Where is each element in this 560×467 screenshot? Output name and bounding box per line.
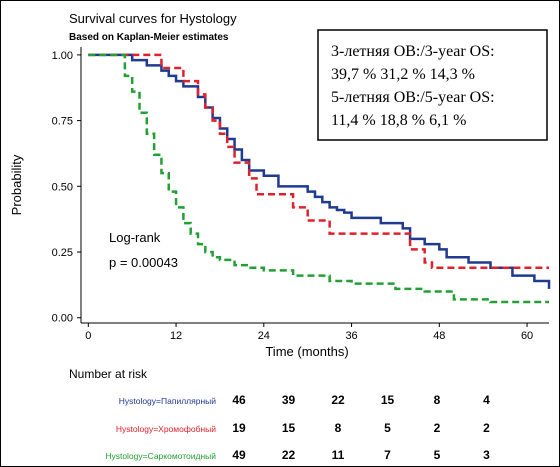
survival-curve-1 — [88, 53, 551, 289]
x-tick-label: 36 — [345, 330, 357, 342]
risk-count: 22 — [331, 393, 345, 407]
risk-count: 39 — [282, 393, 296, 407]
y-tick-label: 1.00 — [52, 50, 73, 62]
risk-table: Hystology=Папиллярный 46 39 22 15 8 4Hystology… — [105, 393, 490, 462]
axes: 0.00 0.25 0.50 0.75 1.00 0 12 24 36 48 60 — [52, 47, 549, 342]
x-tick-label: 60 — [521, 330, 533, 342]
risk-table-title: Number at risk — [69, 367, 148, 381]
risk-count: 2 — [434, 421, 441, 435]
y-tick-label: 0.00 — [52, 313, 73, 325]
risk-count: 11 — [332, 448, 345, 462]
risk-row-label: Hystology=Хромофобный — [116, 424, 216, 434]
risk-count: 22 — [282, 448, 296, 462]
os-line-3: 5-летняя ОВ:/5-year OS: — [331, 89, 495, 106]
y-tick-label: 0.50 — [52, 181, 73, 193]
risk-count: 2 — [483, 421, 490, 435]
logrank-label: Log-rank — [109, 230, 161, 245]
chart-title: Survival curves for Hystology — [69, 11, 237, 26]
risk-count: 15 — [282, 421, 296, 435]
y-tick-label: 0.25 — [52, 247, 73, 259]
x-tick-label: 0 — [85, 330, 91, 342]
risk-count: 7 — [384, 448, 391, 462]
y-tick-label: 0.75 — [52, 116, 73, 128]
y-axis-label: Probability — [9, 154, 24, 215]
survival-curve-3 — [88, 53, 549, 304]
os-box — [317, 29, 548, 141]
os-line-1: 3-летняя ОВ:/3-year OS: — [331, 43, 495, 60]
x-tick-label: 12 — [170, 330, 182, 342]
risk-count: 8 — [335, 421, 342, 435]
x-tick-label: 48 — [433, 330, 445, 342]
os-line-2: 39,7 % 31,2 % 14,3 % — [331, 66, 475, 83]
risk-count: 4 — [483, 393, 490, 407]
risk-count: 8 — [434, 393, 441, 407]
chart-subtitle: Based on Kaplan-Meier estimates — [69, 32, 229, 43]
x-tick-label: 24 — [258, 330, 270, 342]
risk-count: 3 — [483, 448, 490, 462]
risk-count: 15 — [381, 393, 395, 407]
x-axis-label: Time (months) — [265, 344, 348, 359]
risk-count: 5 — [384, 421, 391, 435]
risk-row-label: Hystology=Папиллярный — [119, 396, 217, 406]
survival-curve-2 — [88, 53, 549, 270]
risk-count: 5 — [434, 448, 441, 462]
os-line-4: 11,4 % 18,8 % 6,1 % — [331, 112, 466, 129]
risk-count: 49 — [232, 448, 246, 462]
curves — [88, 53, 551, 304]
risk-row-label: Hystology=Саркомотоидный — [105, 451, 216, 461]
risk-count: 46 — [232, 393, 246, 407]
risk-count: 19 — [232, 421, 246, 435]
p-value: p = 0.00043 — [109, 255, 178, 270]
